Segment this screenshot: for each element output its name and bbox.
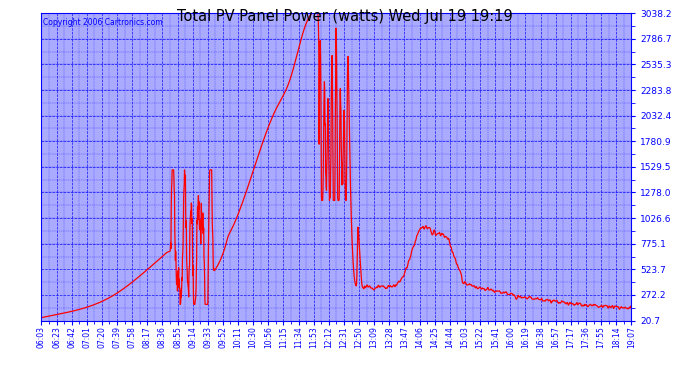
Text: Total PV Panel Power (watts) Wed Jul 19 19:19: Total PV Panel Power (watts) Wed Jul 19 … <box>177 9 513 24</box>
Text: Copyright 2006 Cartronics.com: Copyright 2006 Cartronics.com <box>43 18 162 27</box>
